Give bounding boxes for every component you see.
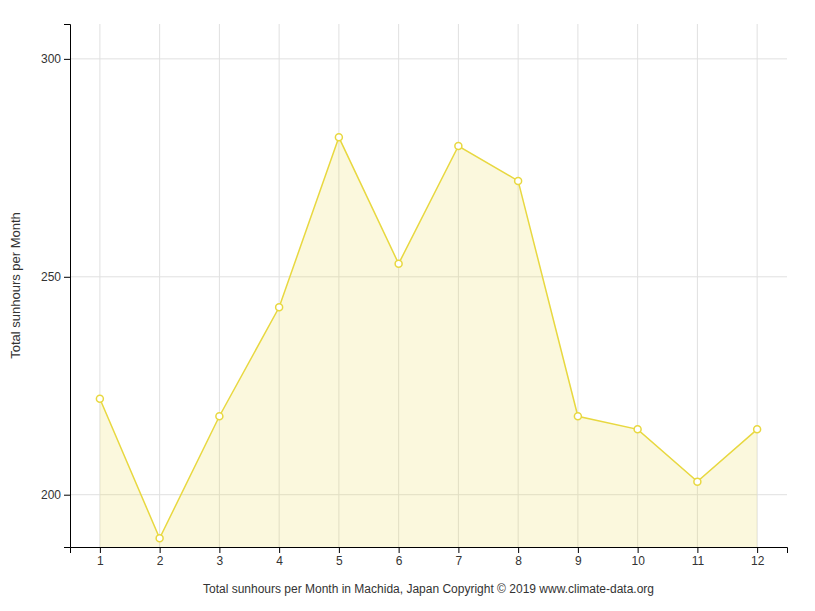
tick-label: 200 bbox=[41, 488, 61, 502]
tick-label: 250 bbox=[41, 270, 61, 284]
tick-mark bbox=[458, 547, 459, 553]
tick-label: 6 bbox=[396, 554, 403, 568]
tick: 12 bbox=[751, 547, 765, 568]
marker bbox=[515, 177, 522, 184]
tick: 200 bbox=[41, 488, 70, 502]
plot-area: 123456789101112200250300 bbox=[41, 24, 788, 568]
tick: 7 bbox=[456, 547, 463, 568]
tick-label: 9 bbox=[575, 554, 582, 568]
tick: 5 bbox=[336, 547, 343, 568]
axis-line bbox=[64, 25, 71, 548]
tick: 1 bbox=[97, 547, 104, 568]
x-axis-title: Total sunhours per Month in Machida, Jap… bbox=[203, 582, 654, 596]
tick: 9 bbox=[575, 547, 582, 568]
tick-mark bbox=[64, 59, 70, 60]
tick: 4 bbox=[276, 547, 283, 568]
grid-line-y bbox=[70, 58, 787, 59]
tick-label: 11 bbox=[692, 554, 705, 568]
marker bbox=[156, 535, 163, 542]
tick-label: 7 bbox=[456, 554, 463, 568]
tick-mark bbox=[757, 547, 758, 553]
y-axis-title: Total sunhours per Month bbox=[8, 212, 23, 359]
chart: 123456789101112200250300Total sunhours p… bbox=[0, 0, 815, 611]
grid bbox=[70, 24, 787, 547]
grid-line-x bbox=[159, 24, 160, 547]
tick-mark bbox=[638, 547, 639, 553]
area bbox=[100, 137, 757, 547]
marker bbox=[335, 134, 342, 141]
tick: 10 bbox=[631, 547, 645, 568]
marker bbox=[754, 426, 761, 433]
tick: 2 bbox=[157, 547, 164, 568]
tick-mark bbox=[100, 547, 101, 553]
tick: 3 bbox=[217, 547, 224, 568]
tick: 8 bbox=[515, 547, 522, 568]
x-axis: 123456789101112 bbox=[71, 547, 788, 568]
tick-mark bbox=[160, 547, 161, 553]
tick: 11 bbox=[692, 547, 705, 568]
marker bbox=[96, 395, 103, 402]
marker bbox=[276, 304, 283, 311]
axis-line bbox=[71, 548, 788, 554]
y-axis: 200 250 300 bbox=[41, 25, 71, 548]
tick-mark bbox=[64, 495, 70, 496]
tick-label: 8 bbox=[515, 554, 522, 568]
tick-label: 1 bbox=[97, 554, 104, 568]
line bbox=[100, 137, 757, 538]
marker bbox=[395, 260, 402, 267]
tick-label: 12 bbox=[751, 554, 765, 568]
tick-mark bbox=[219, 547, 220, 553]
series bbox=[96, 134, 760, 547]
tick-label: 10 bbox=[631, 554, 645, 568]
tick-label: 3 bbox=[217, 554, 224, 568]
tick-mark bbox=[64, 277, 70, 278]
tick-mark bbox=[339, 547, 340, 553]
tick-mark bbox=[697, 547, 698, 553]
marker bbox=[455, 143, 462, 150]
tick-mark bbox=[518, 547, 519, 553]
tick-label: 4 bbox=[276, 554, 283, 568]
tick: 6 bbox=[396, 547, 403, 568]
tick-label: 5 bbox=[336, 554, 343, 568]
tick: 300 bbox=[41, 52, 70, 66]
tick-mark bbox=[279, 547, 280, 553]
tick-mark bbox=[399, 547, 400, 553]
tick-mark bbox=[578, 547, 579, 553]
tick-label: 2 bbox=[157, 554, 164, 568]
marker bbox=[634, 426, 641, 433]
tick-label: 300 bbox=[41, 52, 61, 66]
marker bbox=[216, 413, 223, 420]
grid-line-x bbox=[697, 24, 698, 547]
marker bbox=[574, 413, 581, 420]
tick: 250 bbox=[41, 270, 70, 284]
marker bbox=[694, 478, 701, 485]
